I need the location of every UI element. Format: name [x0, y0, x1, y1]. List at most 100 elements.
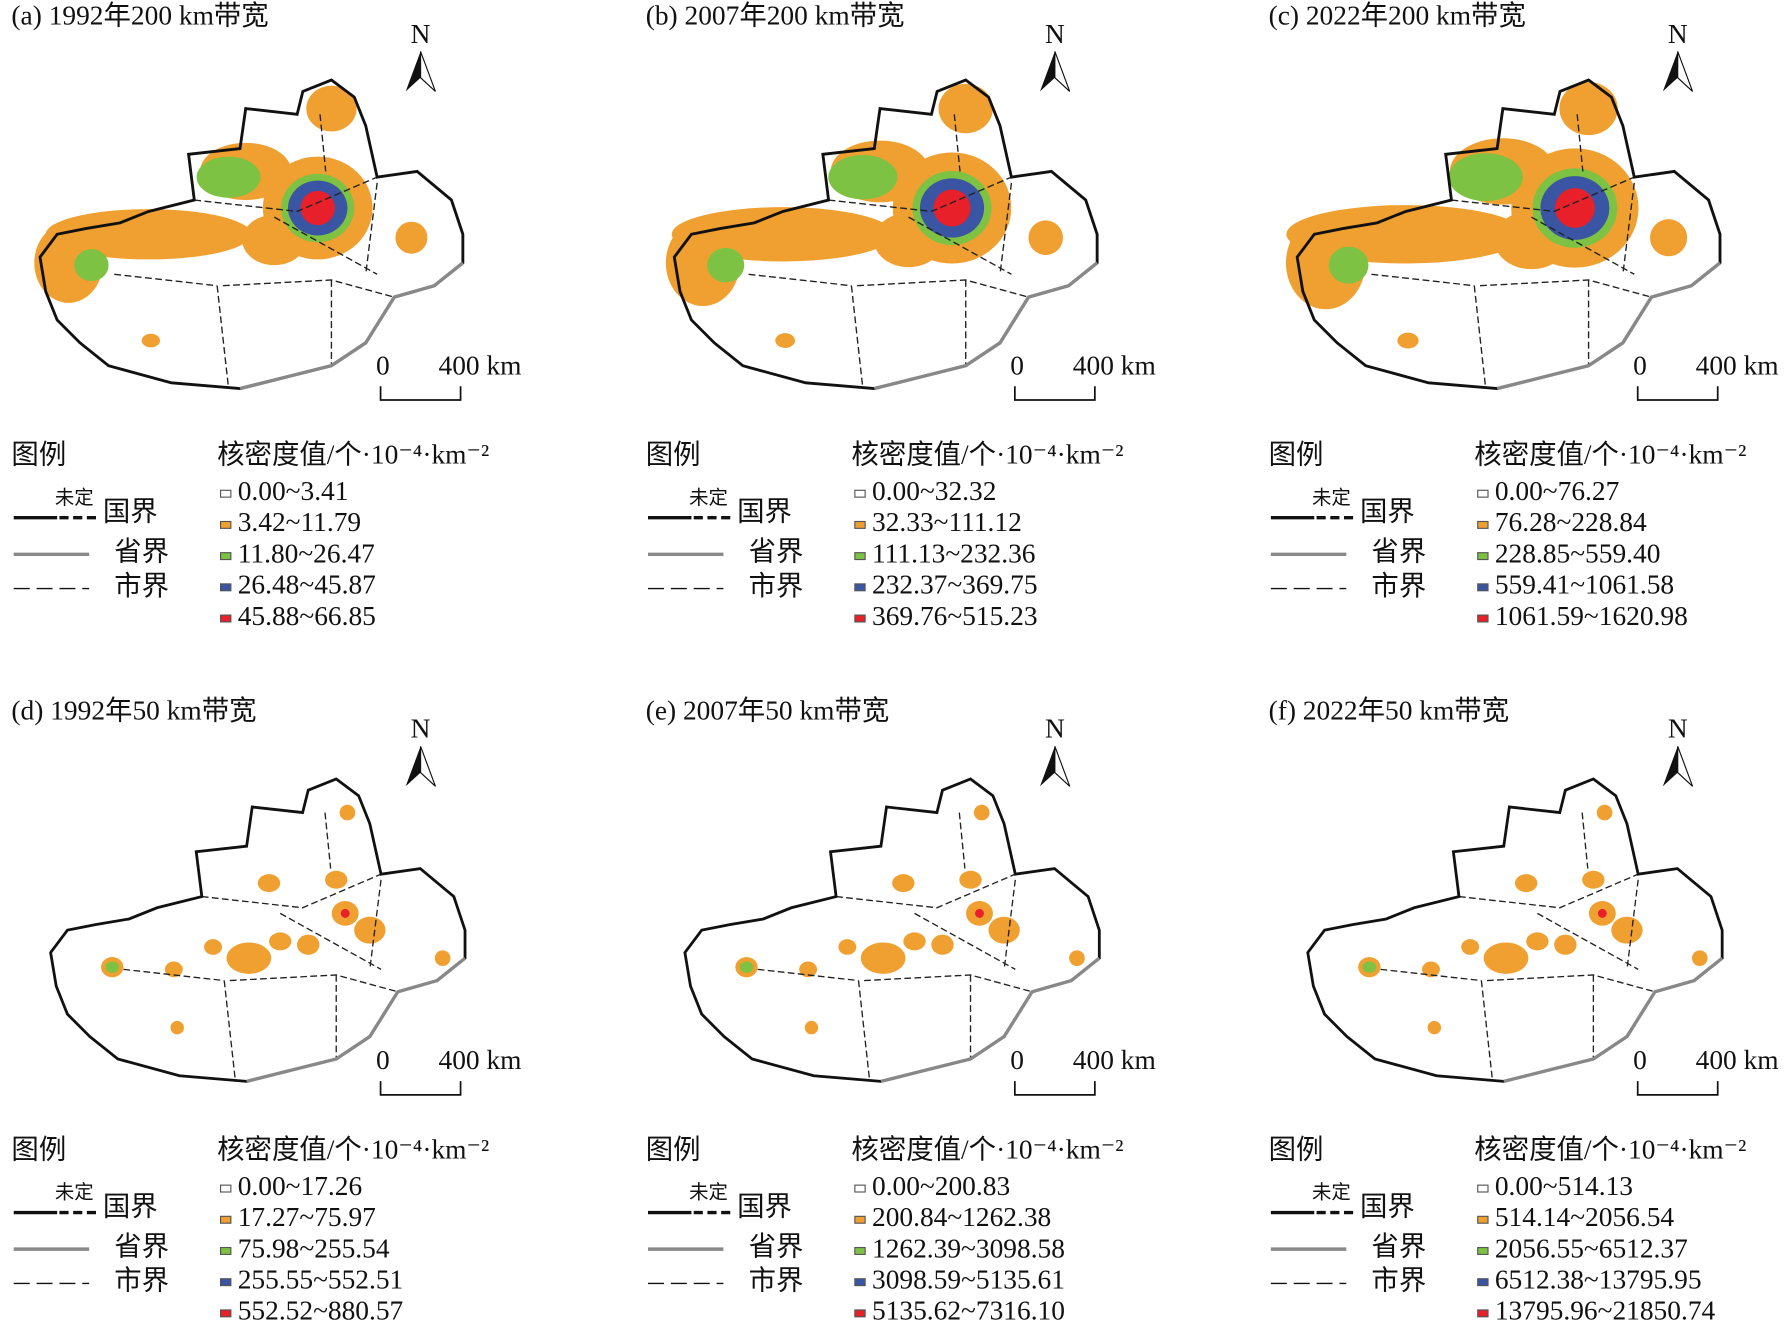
legend-swatch [1477, 614, 1489, 623]
legend-swatch [1477, 520, 1489, 529]
density-area [434, 950, 451, 967]
municipal-boundary [748, 273, 852, 287]
panel-title: (a) 1992年200 km带宽 [11, 1, 268, 31]
municipal-boundary [216, 285, 230, 389]
legend-label: 图例 [646, 439, 701, 469]
legend-swatch [220, 1246, 232, 1255]
municipal-boundary [958, 812, 966, 869]
density-area [1483, 942, 1529, 974]
density-area [74, 249, 109, 282]
scale-label: 400 km [439, 1045, 522, 1075]
legend-swatch [1477, 552, 1489, 561]
density-area [1526, 932, 1549, 951]
density-area [204, 939, 222, 955]
municipal-boundary [1371, 273, 1475, 287]
legend-swatch [220, 1215, 232, 1224]
municipal-boundary [1479, 279, 1652, 298]
density-area [1650, 219, 1688, 257]
provincial-boundary [880, 956, 1101, 1084]
legend-text: 省界 [1371, 1231, 1426, 1261]
municipal-boundary [324, 812, 332, 869]
national-boundary [49, 777, 467, 1083]
density-area [164, 961, 183, 978]
legend-class: 1262.39~3098.58 [872, 1233, 1065, 1263]
panel-title: (e) 2007年50 km带宽 [646, 695, 890, 725]
legend-label: 图例 [1269, 1134, 1324, 1164]
density-area [1554, 188, 1595, 228]
legend-text: 未定 [689, 1182, 728, 1204]
municipal-boundary [1622, 182, 1635, 275]
municipal-boundary [857, 980, 871, 1082]
region [1307, 778, 1723, 1082]
provincial-boundary [246, 956, 467, 1084]
municipal-boundary [222, 279, 395, 298]
density-area [1028, 220, 1063, 255]
legend-class: 75.98~255.54 [238, 1233, 390, 1263]
density-area [226, 942, 272, 974]
legend-text: 国界 [103, 497, 158, 527]
municipal-boundary [365, 182, 378, 275]
legend-swatch [220, 583, 232, 592]
legend-class: 111.13~232.36 [872, 538, 1036, 568]
density-area [269, 932, 292, 951]
legend-swatch [220, 1309, 232, 1318]
map [49, 777, 467, 1084]
legend-swatch [854, 489, 866, 498]
density-area [306, 85, 357, 132]
density-area [1582, 870, 1605, 889]
panel-title: (c) 2022年200 km带宽 [1269, 1, 1526, 31]
north-arrow [1677, 746, 1694, 787]
north-arrow [1040, 51, 1055, 92]
density-area [804, 1020, 819, 1035]
municipal-boundary [123, 968, 225, 982]
legend-text: 省界 [749, 537, 804, 567]
density-area [959, 870, 982, 889]
legend-class: 369.76~515.23 [872, 601, 1038, 631]
density-area [1362, 961, 1377, 973]
municipal-boundary [757, 968, 859, 982]
scale-bar [1014, 386, 1096, 401]
legend-text: 未定 [55, 1182, 94, 1204]
density-area [933, 189, 971, 227]
legend-swatch [220, 520, 232, 529]
national-boundary [683, 777, 1101, 1083]
legend-text: 国界 [1360, 497, 1415, 527]
scale-bar [379, 1081, 462, 1096]
density-area [339, 804, 356, 821]
municipal-boundary [1473, 285, 1487, 389]
legend-class: 17.27~75.97 [238, 1202, 376, 1232]
density-area [1328, 246, 1369, 284]
legend-text: 省界 [114, 1231, 169, 1261]
density-area [105, 961, 119, 973]
legend-heading: 核密度值/个·10⁻⁴·km⁻² [1474, 439, 1746, 469]
density-area [340, 908, 350, 918]
density-area [1069, 950, 1085, 967]
legend-class: 0.00~3.41 [238, 476, 349, 506]
density-area [325, 870, 348, 889]
municipal-boundary [1531, 216, 1635, 275]
map [665, 78, 1099, 391]
density-area [297, 934, 320, 955]
legend-class: 2056.55~6512.37 [1495, 1233, 1688, 1263]
scale-label: 0 [376, 350, 390, 380]
legend-heading: 核密度值/个·10⁻⁴·km⁻² [217, 1134, 489, 1164]
density-area [828, 154, 898, 200]
municipal-boundary [1458, 873, 1639, 909]
legend-heading: 核密度值/个·10⁻⁴·km⁻² [851, 439, 1123, 469]
density-area [903, 932, 926, 951]
municipal-boundary [836, 873, 1016, 909]
legend-heading: 核密度值/个·10⁻⁴·km⁻² [851, 1134, 1123, 1164]
legend-heading: 核密度值/个·10⁻⁴·km⁻² [1474, 1134, 1746, 1164]
scale-label: 400 km [1073, 1045, 1156, 1075]
legend-text: 省界 [749, 1231, 804, 1261]
municipal-boundary [1537, 912, 1639, 970]
legend-class: 11.80~26.47 [238, 538, 375, 568]
map [34, 78, 465, 391]
panel-title: (f) 2022年50 km带宽 [1269, 695, 1510, 725]
density-area [838, 939, 857, 955]
north-label: N [1668, 714, 1688, 744]
density-area [141, 333, 160, 348]
